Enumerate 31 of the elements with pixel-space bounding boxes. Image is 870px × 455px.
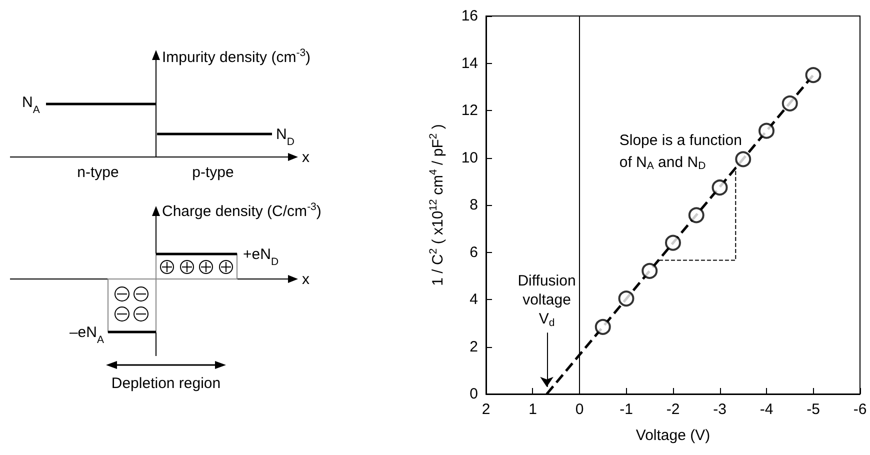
- text: Charge density (C/cm$^{-3}$): [162, 201, 322, 220]
- text: n-type: [77, 164, 119, 181]
- text: x: [302, 271, 310, 288]
- x-tick-label: 1: [528, 401, 537, 418]
- x-tick-label: -1: [620, 401, 633, 418]
- y-tick-label: 6: [470, 244, 478, 261]
- y-tick-label: 16: [461, 8, 478, 24]
- y-tick-label: 10: [461, 149, 478, 166]
- x-axis-title: Voltage (V): [636, 427, 710, 444]
- text: x: [302, 149, 310, 166]
- x-tick-label: -6: [853, 401, 867, 418]
- text: p-type: [192, 164, 234, 181]
- y-tick-label: 12: [461, 102, 478, 119]
- y-tick-label: 14: [461, 54, 478, 72]
- x-tick-label: 0: [575, 401, 584, 418]
- y-tick-label: 8: [470, 196, 478, 214]
- text: N$_{D}$: [276, 126, 295, 148]
- text: N$_{A}$: [22, 94, 40, 116]
- x-tick-label: -4: [760, 401, 774, 418]
- y-tick-label: 2: [470, 338, 478, 356]
- y-tick-label: 4: [470, 291, 478, 308]
- text: Impurity density (cm$^{-3}$): [162, 47, 311, 66]
- text: 1 / C2 ( x1012 cm4 / pF2 ): [428, 124, 446, 286]
- x-tick-label: 2: [482, 401, 490, 418]
- y-tick-label: 0: [470, 386, 478, 402]
- text: +eN$_{D}$: [243, 246, 279, 268]
- text: –eN$_{A}$: [69, 324, 104, 346]
- text: Depletion region: [111, 375, 221, 392]
- x-tick-label: -3: [713, 401, 726, 418]
- x-tick-label: -2: [666, 401, 680, 418]
- x-tick-label: -5: [806, 401, 820, 418]
